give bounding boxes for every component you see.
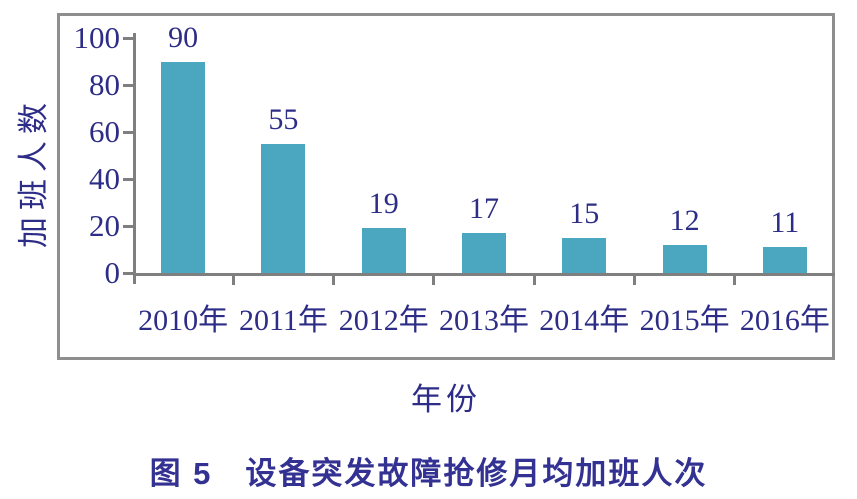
bar bbox=[161, 61, 206, 273]
x-axis-title: 年份 bbox=[411, 382, 481, 417]
bar bbox=[261, 143, 306, 273]
bar-value-label: 12 bbox=[669, 203, 700, 237]
x-axis-tick bbox=[632, 276, 636, 285]
y-axis-tick bbox=[123, 83, 133, 87]
y-axis-tick-label: 40 bbox=[89, 161, 120, 196]
y-axis-tick bbox=[123, 130, 133, 134]
y-axis-tick-label: 0 bbox=[104, 255, 121, 290]
x-axis-category-label: 2011年 bbox=[238, 304, 328, 337]
x-axis-tick bbox=[532, 276, 536, 285]
figure-caption: 图 5 设备突发故障抢修月均加班人次 bbox=[149, 456, 708, 491]
x-axis-category-label: 2016年 bbox=[739, 304, 830, 337]
y-axis-line bbox=[133, 33, 136, 284]
y-axis-tick-label: 20 bbox=[89, 208, 120, 243]
bar-value-label: 19 bbox=[368, 187, 399, 221]
y-axis-tick bbox=[123, 224, 133, 228]
x-axis-category-label: 2012年 bbox=[338, 304, 429, 337]
x-axis-category-label: 2014年 bbox=[539, 304, 630, 337]
bar-value-label: 11 bbox=[770, 206, 800, 240]
bar bbox=[562, 237, 607, 273]
bar-value-label: 17 bbox=[468, 192, 499, 226]
x-axis-tick bbox=[231, 276, 235, 285]
x-axis-tick bbox=[733, 276, 737, 285]
x-axis-tick bbox=[332, 276, 336, 285]
x-axis-category-label: 2015年 bbox=[639, 304, 730, 337]
bar bbox=[762, 247, 807, 273]
y-axis-tick bbox=[123, 271, 133, 275]
y-axis-tick bbox=[123, 36, 133, 40]
y-axis-tick-label: 60 bbox=[89, 114, 120, 149]
bar bbox=[462, 233, 506, 273]
bar bbox=[662, 244, 707, 273]
bar bbox=[361, 228, 406, 273]
bar-value-label: 55 bbox=[268, 102, 299, 136]
y-axis-tick bbox=[123, 177, 133, 181]
bar-value-label: 15 bbox=[569, 196, 600, 230]
y-axis-tick-label: 80 bbox=[89, 67, 120, 102]
x-axis-category-label: 2010年 bbox=[138, 304, 229, 337]
plot-area: 0 20 40 60 80 100 90 2010年 55 2011年 19 2012年 17 2013年… bbox=[74, 21, 835, 337]
bar-value-label: 90 bbox=[168, 20, 199, 54]
x-axis-tick bbox=[432, 276, 436, 285]
x-axis-line bbox=[133, 273, 835, 276]
x-axis-category-label: 2013年 bbox=[438, 304, 529, 337]
y-axis-tick-label: 100 bbox=[73, 20, 121, 55]
